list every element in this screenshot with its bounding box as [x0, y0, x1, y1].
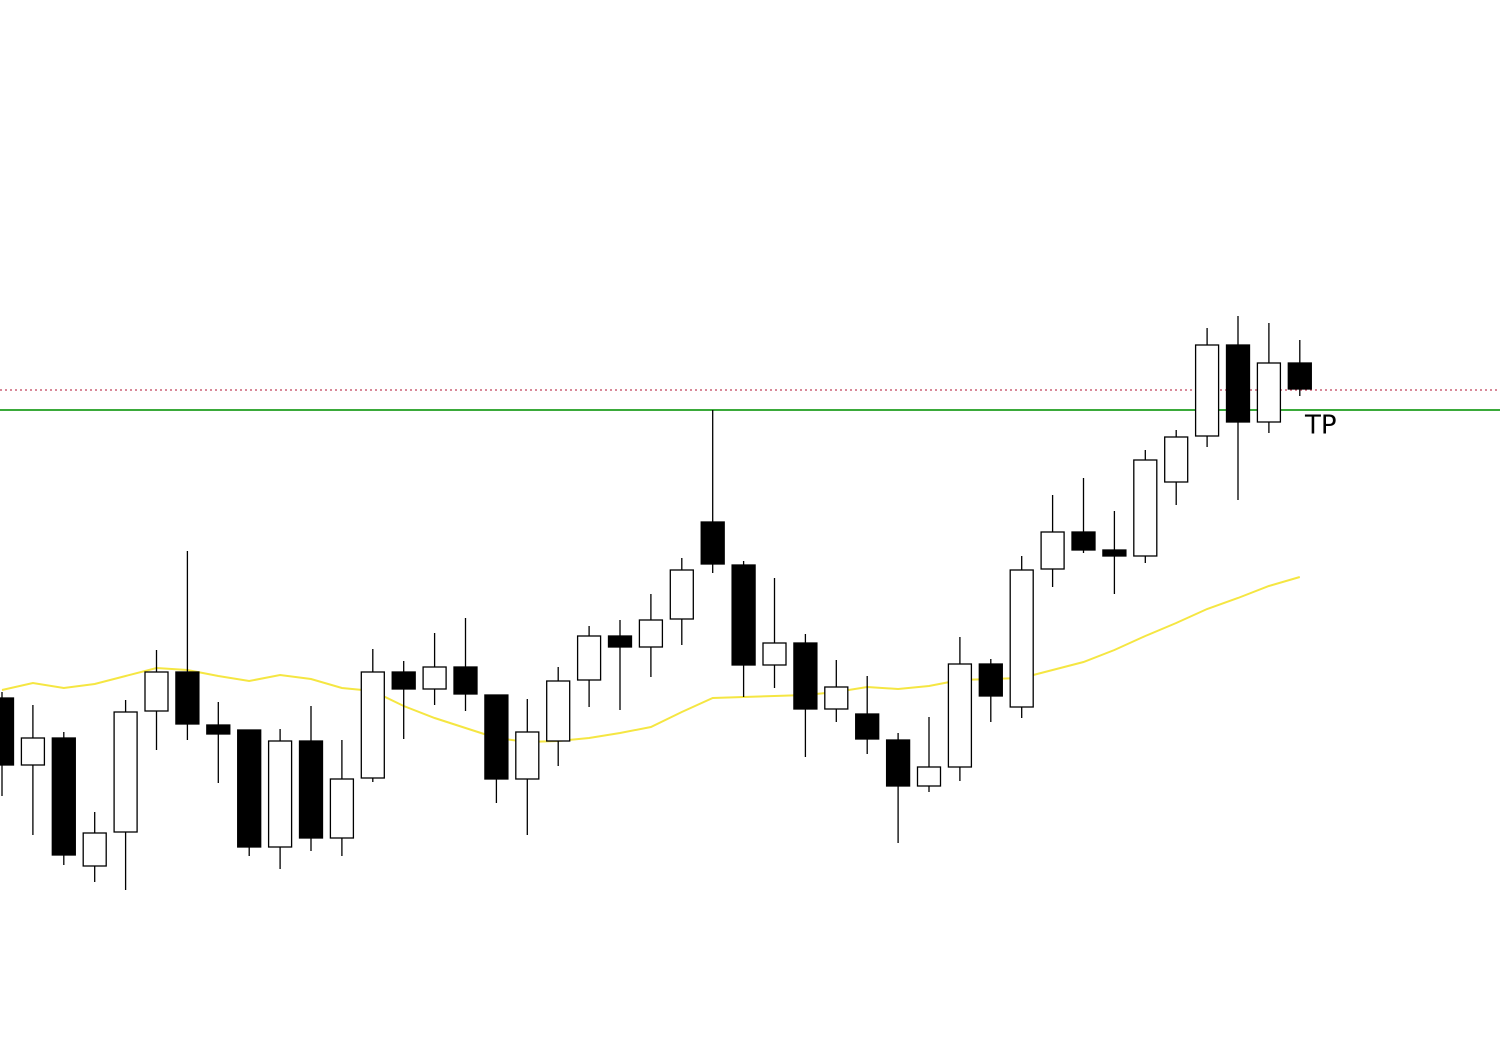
candle-body — [1102, 549, 1127, 557]
candle-body — [1256, 362, 1282, 423]
candle-body — [1133, 459, 1158, 557]
candle-body — [576, 635, 602, 681]
candle-body — [175, 671, 200, 725]
candle-body — [144, 671, 169, 712]
candle-body — [1194, 344, 1220, 437]
moving-average — [1, 576, 1301, 744]
candle-body — [0, 697, 15, 766]
candle-body — [700, 521, 725, 565]
candle-body — [762, 642, 787, 666]
candle-body — [360, 671, 385, 779]
candle-body — [607, 635, 633, 648]
candle-body — [391, 671, 416, 690]
candle-body — [638, 619, 664, 648]
candle-body — [1009, 569, 1034, 708]
candle-body — [855, 713, 880, 740]
candle-body — [978, 663, 1003, 697]
candle-body — [20, 737, 46, 766]
candle-body — [1287, 362, 1312, 390]
candle-body — [515, 731, 540, 780]
annotation: TP — [1304, 411, 1337, 441]
candle-body — [1040, 531, 1065, 570]
candle-body — [793, 642, 818, 710]
candle-body — [82, 832, 107, 867]
candle-body — [1164, 436, 1189, 483]
candle-body — [916, 766, 942, 787]
candle-body — [669, 569, 694, 620]
candle-body — [329, 778, 355, 839]
candle-body — [113, 711, 138, 833]
candle-body — [1225, 344, 1251, 423]
candle-body — [484, 694, 509, 780]
candle-body — [453, 666, 478, 695]
candle-body — [206, 724, 231, 735]
candle-body — [731, 564, 756, 666]
candle-body — [1071, 531, 1096, 551]
candle-body — [824, 686, 849, 710]
candle-body — [885, 739, 911, 787]
candle-body — [237, 729, 262, 848]
candle-body — [298, 740, 324, 839]
candle-body — [267, 740, 293, 848]
candle-body — [422, 666, 447, 690]
candle-body — [947, 663, 973, 768]
candle-body — [51, 737, 76, 856]
candle-body — [546, 680, 571, 742]
